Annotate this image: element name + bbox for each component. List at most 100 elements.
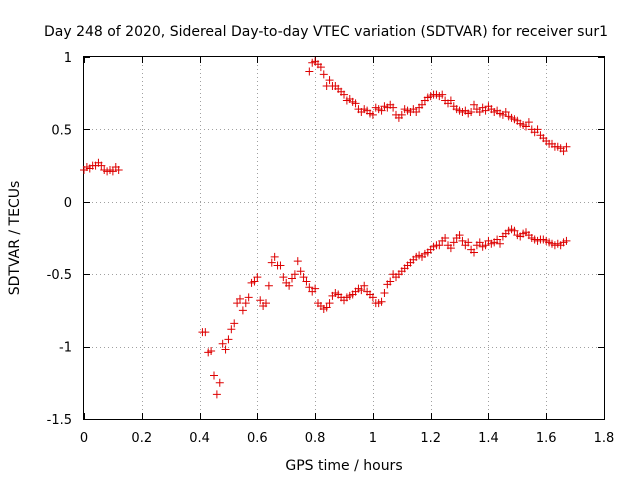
data-point — [493, 235, 502, 244]
data-point — [467, 108, 476, 117]
data-point — [418, 100, 426, 109]
data-point — [325, 76, 334, 85]
data-point — [481, 241, 490, 250]
x-tick-label: 1.2 — [420, 431, 441, 446]
data-point — [311, 284, 320, 293]
data-point — [241, 299, 250, 308]
y-tick-label: -0.5 — [47, 268, 72, 283]
data-point — [435, 241, 444, 250]
data-point — [296, 267, 305, 276]
x-tick-label: 0.8 — [305, 431, 326, 446]
data-point — [212, 390, 221, 399]
data-point — [446, 244, 455, 253]
y-tick-label: 0 — [64, 196, 72, 211]
data-point — [201, 328, 210, 337]
data-point — [256, 296, 265, 305]
data-point — [368, 293, 377, 302]
data-point — [368, 110, 377, 119]
axis-ticks — [84, 57, 605, 420]
data-point — [210, 371, 218, 380]
data-point — [218, 339, 227, 348]
data-point — [285, 281, 294, 290]
data-point — [262, 299, 270, 308]
data-point — [464, 238, 473, 247]
data-point — [302, 277, 311, 286]
data-point — [267, 258, 276, 267]
data-points — [80, 57, 571, 399]
data-point — [496, 239, 504, 248]
plot-frame — [83, 56, 605, 420]
data-point — [114, 165, 123, 174]
x-tick-label: 1.6 — [536, 431, 557, 446]
y-axis-label: SDTVAR / TECUs — [7, 181, 23, 296]
data-point — [340, 90, 348, 99]
y-tick-label: -1.5 — [47, 413, 72, 428]
data-point — [455, 231, 464, 240]
y-tick-label: 1 — [64, 51, 72, 66]
x-tick-label: 1.4 — [478, 431, 499, 446]
data-point — [322, 303, 331, 312]
data-point — [501, 108, 510, 117]
data-point — [386, 277, 395, 286]
data-point — [380, 289, 389, 298]
satellite-track-1 — [80, 158, 123, 176]
data-point — [438, 90, 447, 99]
data-point — [290, 270, 299, 279]
data-point — [481, 106, 490, 115]
x-tick-labels: 0 0.2 0.4 0.6 0.8 1 1.2 1.4 1.6 1.8 — [80, 431, 614, 446]
grid-lines — [84, 57, 604, 419]
satellite-track-3 — [198, 225, 571, 399]
data-point — [475, 108, 484, 117]
data-point — [319, 70, 328, 79]
chart-title: Day 248 of 2020, Sidereal Day-to-day VTE… — [44, 24, 608, 40]
data-point — [305, 67, 314, 76]
data-point — [470, 100, 478, 109]
data-point — [279, 273, 288, 282]
data-point — [230, 319, 239, 328]
data-point — [236, 294, 244, 303]
data-point — [264, 281, 273, 290]
data-point — [562, 236, 571, 245]
data-point — [458, 236, 467, 245]
data-point — [360, 281, 369, 290]
data-point — [510, 226, 519, 235]
data-point — [221, 345, 230, 354]
x-tick-label: 0.4 — [189, 431, 210, 446]
data-point — [305, 283, 314, 292]
data-point — [224, 335, 233, 344]
y-tick-labels: -1.5 -1 -0.5 0 0.5 1 — [47, 51, 72, 428]
data-point — [522, 122, 530, 131]
data-point — [412, 108, 421, 117]
data-point — [238, 306, 247, 315]
data-point — [108, 167, 117, 176]
x-tick-label: 0.6 — [247, 431, 268, 446]
data-point — [325, 299, 334, 308]
data-point — [377, 106, 386, 115]
data-point — [244, 293, 253, 302]
y-tick-label: -1 — [59, 341, 72, 356]
data-point — [97, 161, 106, 170]
data-point — [250, 277, 259, 286]
x-axis-label: GPS time / hours — [285, 458, 402, 474]
data-point — [562, 142, 571, 151]
data-point — [357, 286, 366, 295]
data-point — [276, 261, 285, 270]
data-point — [397, 110, 406, 119]
data-point — [215, 378, 224, 387]
data-point — [270, 252, 279, 261]
data-point — [288, 274, 296, 283]
data-point — [233, 299, 242, 308]
data-point — [293, 257, 302, 266]
x-tick-label: 1 — [369, 431, 377, 446]
data-point — [207, 346, 216, 355]
y-tick-label: 0.5 — [51, 123, 72, 138]
x-tick-label: 0 — [80, 431, 88, 446]
data-point — [389, 103, 398, 112]
data-point — [475, 238, 484, 247]
x-tick-label: 1.8 — [594, 431, 615, 446]
data-point — [533, 125, 542, 134]
data-point — [377, 297, 386, 306]
data-point — [470, 248, 478, 257]
data-point — [524, 118, 533, 127]
